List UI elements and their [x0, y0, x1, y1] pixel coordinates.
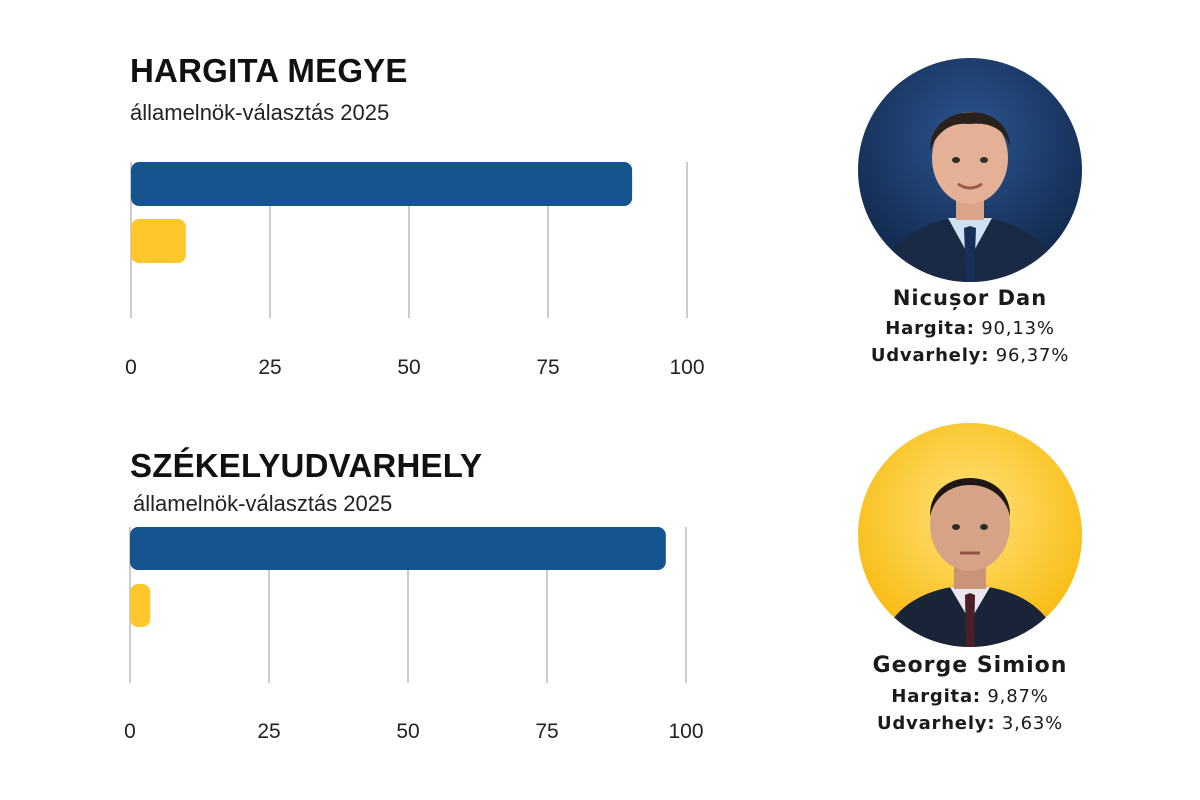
- x-tick-label: 0: [124, 720, 136, 743]
- candidate-name: Nicușor Dan: [892, 286, 1048, 310]
- candidate-card-dan: Nicușor Dan Hargita: 90,13% Udvarhely: 9…: [840, 58, 1100, 366]
- candidate-name: George Simion: [872, 653, 1068, 678]
- portrait-icon: [858, 58, 1082, 282]
- candidate-photo: [858, 58, 1082, 282]
- stat-value: 3,63%: [1001, 713, 1064, 734]
- x-tick-label: 100: [669, 356, 704, 379]
- chart-subtitle: államelnök-választás 2025: [130, 100, 390, 125]
- x-tick-label: 25: [257, 720, 280, 743]
- chart-panel-hargita: HARGITA MEGYE államelnök-választás 2025 …: [0, 0, 760, 400]
- bar-candidate-1: [130, 527, 666, 570]
- candidate-photo: [858, 423, 1082, 647]
- stat-hargita: Hargita: 90,13%: [840, 318, 1100, 339]
- stat-udvarhely: Udvarhely: 3,63%: [840, 713, 1100, 734]
- x-tick-label: 0: [125, 356, 137, 379]
- stat-udvarhely: Udvarhely: 96,37%: [840, 345, 1100, 366]
- stat-value: 90,13%: [981, 318, 1055, 339]
- x-tick-label: 75: [535, 720, 558, 743]
- bar-candidate-2: [130, 584, 151, 627]
- x-tick-label: 50: [396, 720, 419, 743]
- stat-value: 9,87%: [987, 686, 1049, 707]
- portrait-icon: [858, 423, 1082, 647]
- x-tick-label: 50: [397, 356, 420, 379]
- x-tick-label: 100: [668, 720, 703, 743]
- chart-title: SZÉKELYUDVARHELY: [130, 447, 483, 484]
- chart-title: HARGITA MEGYE: [130, 52, 408, 89]
- stat-label: Udvarhely:: [870, 345, 990, 366]
- x-tick-label: 75: [536, 356, 559, 379]
- x-tick-label: 25: [258, 356, 281, 379]
- chart-subtitle: államelnök-választás 2025: [133, 491, 393, 516]
- bar-candidate-1: [131, 162, 633, 206]
- stat-label: Udvarhely:: [876, 713, 996, 734]
- candidate-card-simion: George Simion Hargita: 9,87% Udvarhely: …: [840, 423, 1100, 734]
- bar-chart-hargita: 0 25 50 75 100: [125, 162, 705, 379]
- stat-hargita: Hargita: 9,87%: [840, 686, 1100, 707]
- stat-label: Hargita:: [885, 318, 975, 339]
- chart-panel-szekelyudvarhely: SZÉKELYUDVARHELY államelnök-választás 20…: [0, 365, 760, 765]
- stat-label: Hargita:: [891, 686, 981, 707]
- bar-chart-szekelyudvarhely: 0 25 50 75 100: [124, 527, 704, 743]
- bar-candidate-2: [131, 219, 186, 263]
- stat-value: 96,37%: [995, 345, 1070, 366]
